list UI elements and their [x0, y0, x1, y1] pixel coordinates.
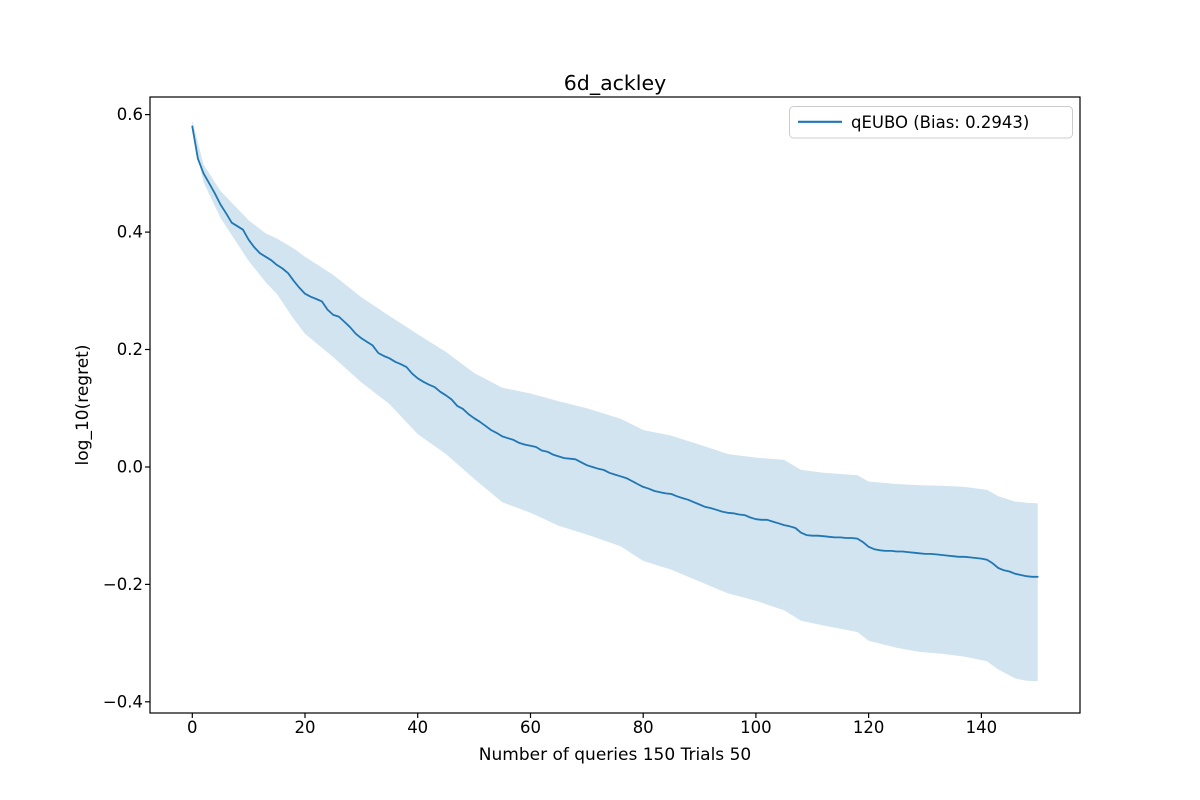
x-tick-label: 120	[853, 718, 885, 737]
y-axis-ticks: 0.6 0.4 0.2 0.0 −0.2 −0.4	[103, 105, 150, 711]
y-tick-label: −0.2	[103, 575, 143, 594]
x-axis-ticks: 0 20 40 60 80 100 120 140	[187, 713, 997, 737]
confidence-band-layer	[192, 120, 1038, 682]
x-axis-label: Number of queries 150 Trials 50	[479, 745, 751, 765]
x-tick-label: 20	[295, 718, 316, 737]
x-tick-label: 80	[633, 718, 654, 737]
x-tick-label: 0	[187, 718, 198, 737]
plot-area-frame	[149, 96, 1081, 714]
y-tick-label: 0.0	[117, 458, 143, 477]
x-tick-label: 140	[966, 718, 998, 737]
mean-line	[191, 125, 1039, 578]
y-tick-label: 0.6	[117, 105, 143, 124]
mean-line-layer	[191, 125, 1039, 578]
legend-box	[789, 106, 1073, 139]
confidence-band	[192, 120, 1038, 682]
y-tick-label: 0.4	[117, 223, 143, 242]
legend: qEUBO (Bias: 0.2943)	[789, 106, 1073, 139]
y-tick-label: 0.2	[117, 340, 143, 359]
y-tick-label: −0.4	[103, 692, 143, 711]
y-axis-label: log_10(regret)	[73, 345, 93, 466]
chart-title: 6d_ackley	[564, 71, 666, 96]
x-tick-label: 40	[407, 718, 428, 737]
x-tick-label: 60	[520, 718, 541, 737]
x-tick-label: 100	[740, 718, 772, 737]
legend-label: qEUBO (Bias: 0.2943)	[851, 113, 1029, 132]
